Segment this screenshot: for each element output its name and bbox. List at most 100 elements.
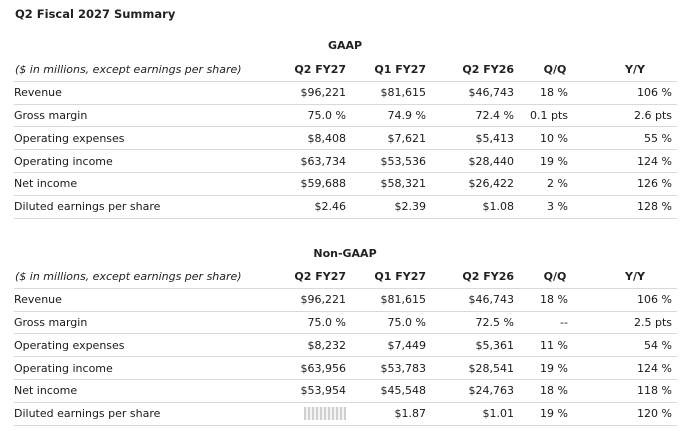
cell-q2fy26: $5,361 [426, 333, 514, 358]
row-label: Operating expenses [14, 333, 284, 358]
row-label: Net income [14, 379, 284, 403]
cell-q1fy27: $7,449 [346, 333, 426, 358]
col-header-q2fy26: Q2 FY26 [426, 59, 514, 82]
cell-q2fy26: $1.01 [426, 402, 514, 426]
table-row: Revenue $96,221 $81,615 $46,743 18 % 106 % [14, 81, 677, 105]
cell-q2fy26: $46,743 [426, 288, 514, 312]
cell-yy: 128 % [596, 195, 677, 219]
cell-q1fy27: $1.87 [346, 402, 426, 426]
cell-q2fy27: $96,221 [284, 81, 346, 105]
gaap-section-title: GAAP [327, 39, 363, 52]
cell-q2fy26: $1.08 [426, 195, 514, 219]
cell-yy: 126 % [596, 172, 677, 196]
col-header-q1fy27: Q1 FY27 [346, 59, 426, 82]
cell-q2fy26: 72.4 % [426, 104, 514, 128]
row-label: Diluted earnings per share [14, 195, 284, 219]
cell-q2fy27: 75.0 % [284, 311, 346, 335]
cell-q2fy27: $2.46 [284, 195, 346, 219]
cell-yy: 120 % [596, 402, 677, 426]
non-gaap-table: ($ in millions, except earnings per shar… [14, 266, 677, 426]
cell-qq: 18 % [514, 81, 596, 105]
col-header-qq: Q/Q [514, 266, 596, 289]
cell-q2fy27 [284, 402, 346, 426]
non-gaap-header-row: ($ in millions, except earnings per shar… [14, 266, 677, 289]
col-header-q2fy27: Q2 FY27 [284, 59, 346, 82]
cell-yy: 124 % [596, 149, 677, 173]
redacted-value [304, 407, 346, 421]
col-header-q2fy26: Q2 FY26 [426, 266, 514, 289]
row-label: Net income [14, 172, 284, 196]
cell-yy: 118 % [596, 379, 677, 403]
cell-qq: 18 % [514, 288, 596, 312]
table-row: Operating expenses $8,232 $7,449 $5,361 11 %… [14, 333, 677, 358]
col-header-yy: Y/Y [596, 59, 677, 82]
col-header-q2fy27: Q2 FY27 [284, 266, 346, 289]
cell-yy: 2.6 pts [596, 104, 677, 128]
cell-yy: 55 % [596, 126, 677, 151]
table-row: Gross margin 75.0 % 75.0 % 72.5 % -- 2.5 pts [14, 311, 677, 335]
table-row: Diluted earnings per share $2.46 $2.39 $1.0… [14, 195, 677, 219]
cell-q2fy26: $46,743 [426, 81, 514, 105]
cell-yy: 106 % [596, 288, 677, 312]
row-label: Operating income [14, 149, 284, 173]
cell-qq: 2 % [514, 172, 596, 196]
table-row: Net income $53,954 $45,548 $24,763 18 % 118 % [14, 379, 677, 403]
cell-q2fy27: $63,734 [284, 149, 346, 173]
col-header-q1fy27: Q1 FY27 [346, 266, 426, 289]
table-row: Diluted earnings per share $1.87 $1.01 19 %… [14, 402, 677, 426]
cell-qq: 3 % [514, 195, 596, 219]
row-label: Diluted earnings per share [14, 402, 284, 426]
cell-qq: 19 % [514, 356, 596, 380]
cell-qq: 0.1 pts [514, 104, 596, 128]
header-label: ($ in millions, except earnings per shar… [14, 266, 284, 289]
cell-q2fy26: $26,422 [426, 172, 514, 196]
col-header-qq: Q/Q [514, 59, 596, 82]
cell-q1fy27: $45,548 [346, 379, 426, 403]
col-header-yy: Y/Y [596, 266, 677, 289]
table-row: Operating income $63,956 $53,783 $28,541 19 … [14, 356, 677, 380]
gaap-table: ($ in millions, except earnings per shar… [14, 59, 677, 219]
table-row: Operating income $63,734 $53,536 $28,440 19 … [14, 149, 677, 173]
row-label: Revenue [14, 288, 284, 312]
cell-qq: 10 % [514, 126, 596, 151]
cell-q1fy27: $2.39 [346, 195, 426, 219]
cell-q2fy27: $63,956 [284, 356, 346, 380]
cell-q2fy27: $8,232 [284, 333, 346, 358]
cell-yy: 124 % [596, 356, 677, 380]
cell-qq: -- [514, 311, 596, 335]
cell-q2fy26: $24,763 [426, 379, 514, 403]
cell-q2fy27: $8,408 [284, 126, 346, 151]
table-row: Net income $59,688 $58,321 $26,422 2 % 126 % [14, 172, 677, 196]
cell-q1fy27: $58,321 [346, 172, 426, 196]
cell-q1fy27: $53,536 [346, 149, 426, 173]
cell-yy: 54 % [596, 333, 677, 358]
page-title: Q2 Fiscal 2027 Summary [15, 7, 176, 21]
row-label: Operating income [14, 356, 284, 380]
cell-q2fy26: $28,541 [426, 356, 514, 380]
non-gaap-section-title: Non-GAAP [313, 247, 377, 260]
row-label: Gross margin [14, 311, 284, 335]
cell-q1fy27: $81,615 [346, 81, 426, 105]
table-row: Operating expenses $8,408 $7,621 $5,413 10 %… [14, 126, 677, 151]
cell-qq: 18 % [514, 379, 596, 403]
row-label: Operating expenses [14, 126, 284, 151]
cell-yy: 2.5 pts [596, 311, 677, 335]
cell-q1fy27: $81,615 [346, 288, 426, 312]
cell-yy: 106 % [596, 81, 677, 105]
row-label: Revenue [14, 81, 284, 105]
cell-qq: 19 % [514, 402, 596, 426]
gaap-header-row: ($ in millions, except earnings per shar… [14, 59, 677, 82]
cell-q2fy26: $5,413 [426, 126, 514, 151]
table-row: Revenue $96,221 $81,615 $46,743 18 % 106 % [14, 288, 677, 312]
cell-q1fy27: $53,783 [346, 356, 426, 380]
cell-q1fy27: 75.0 % [346, 311, 426, 335]
cell-q2fy26: 72.5 % [426, 311, 514, 335]
table-row: Gross margin 75.0 % 74.9 % 72.4 % 0.1 pts 2.6… [14, 104, 677, 128]
cell-q2fy27: $59,688 [284, 172, 346, 196]
header-label: ($ in millions, except earnings per shar… [14, 59, 284, 82]
cell-q2fy26: $28,440 [426, 149, 514, 173]
cell-q2fy27: $53,954 [284, 379, 346, 403]
row-label: Gross margin [14, 104, 284, 128]
cell-q2fy27: 75.0 % [284, 104, 346, 128]
cell-q1fy27: 74.9 % [346, 104, 426, 128]
